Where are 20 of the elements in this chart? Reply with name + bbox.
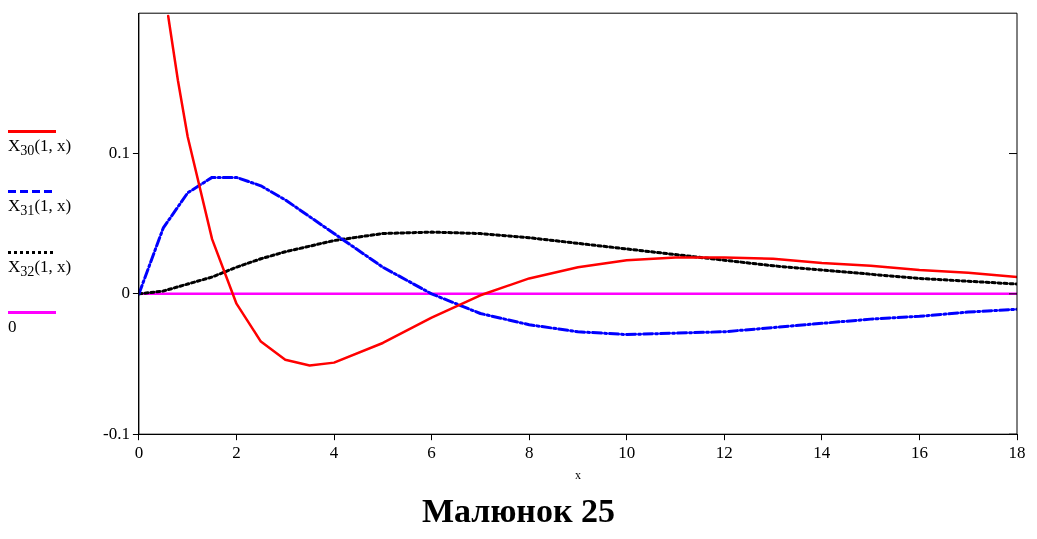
legend-label: X$_{31}$(1, x)	[8, 196, 73, 221]
x-tick-label: 4	[329, 442, 339, 462]
y-tick-label: 0	[121, 283, 130, 303]
x-tick-label: 12	[715, 442, 733, 462]
x-tick-label: 10	[618, 442, 636, 462]
x-tick-label: 14	[813, 442, 831, 462]
line-series	[138, 175, 1017, 337]
y-tick-label: 0.1	[108, 143, 130, 162]
x-tick-label: 18	[1008, 442, 1026, 462]
text: Малюнок 25	[420, 492, 617, 530]
x-tick-label: 0	[134, 442, 144, 462]
x-tick-label: 2	[232, 442, 241, 462]
y-tick-label: -0.1	[102, 423, 130, 443]
x-tick-label: 6	[427, 442, 436, 462]
x-tick-label: 16	[910, 442, 928, 462]
legend-label: X$_{32}$(1, x)	[8, 256, 73, 282]
x-tick-label: 8	[524, 442, 534, 462]
legend-label: X$_{30}$(1, x)	[8, 136, 73, 161]
x-axis-title: x	[574, 467, 581, 482]
legend-label: 0	[8, 317, 18, 337]
